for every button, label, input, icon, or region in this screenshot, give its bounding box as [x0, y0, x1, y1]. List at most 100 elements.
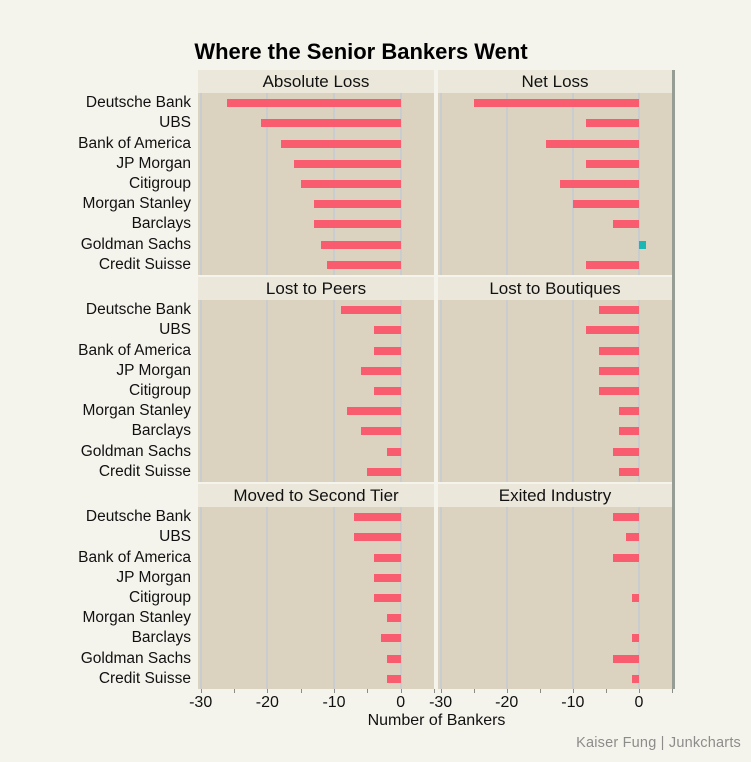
bar-row	[198, 361, 434, 381]
bar	[374, 386, 401, 395]
bar	[612, 654, 639, 663]
bank-label: JP Morgan	[116, 568, 191, 586]
bank-labels-column: Deutsche Bank UBS Bank of America JP Morgan…	[0, 300, 198, 482]
axis-tick-label: 0	[634, 694, 644, 711]
gridline	[505, 507, 508, 689]
bar-row	[438, 300, 672, 320]
bar	[599, 306, 639, 315]
bar	[314, 200, 401, 209]
gridline	[637, 507, 640, 689]
gridline	[439, 507, 442, 689]
bar-row	[438, 340, 672, 360]
bar	[374, 593, 401, 602]
axis-tick	[638, 689, 640, 693]
panel-plot	[438, 93, 672, 275]
bar-row	[198, 588, 434, 608]
bar	[387, 614, 401, 623]
bar-row	[198, 300, 434, 320]
bar-row	[438, 462, 672, 482]
bar	[586, 326, 639, 335]
bank-label: Deutsche Bank	[85, 301, 191, 319]
bar-row	[198, 381, 434, 401]
bank-label: Credit Suisse	[98, 255, 191, 273]
bank-label: Morgan Stanley	[82, 195, 191, 213]
bar	[300, 179, 401, 188]
gridline	[439, 93, 442, 275]
bar-row	[438, 608, 672, 628]
bar-row	[438, 320, 672, 340]
panel-header: Absolute Loss	[198, 70, 434, 93]
bar	[632, 593, 639, 602]
bar-row	[198, 154, 434, 174]
axis-tick-label: 0	[396, 694, 406, 711]
gridline	[266, 300, 269, 482]
bar-row	[198, 133, 434, 153]
bar	[360, 366, 401, 375]
bar	[586, 260, 639, 269]
bar-row	[438, 527, 672, 547]
panel-grid: Absolute Loss Net Loss Deutsche Bank UBS Ban…	[0, 70, 675, 689]
bank-label: Credit Suisse	[98, 462, 191, 480]
axis-tick-label: -10	[322, 694, 346, 711]
bar-row	[438, 649, 672, 669]
bar-row	[438, 588, 672, 608]
bar	[347, 407, 401, 416]
bar-row	[198, 174, 434, 194]
bank-label: Goldman Sachs	[80, 442, 191, 460]
bar-row	[198, 421, 434, 441]
bank-label: Morgan Stanley	[82, 402, 191, 420]
bar	[374, 346, 401, 355]
header-spacer	[0, 484, 198, 507]
bar-row	[198, 442, 434, 462]
bar-rows	[438, 93, 672, 275]
bar-row	[438, 507, 672, 527]
bar	[387, 447, 401, 456]
bank-label: JP Morgan	[116, 361, 191, 379]
bar	[353, 513, 401, 522]
bar	[559, 179, 639, 188]
header-spacer	[0, 277, 198, 300]
bar	[599, 366, 639, 375]
bar	[473, 99, 639, 108]
axis-tick	[572, 689, 574, 693]
bar	[260, 119, 401, 128]
bar	[327, 260, 401, 269]
bar	[340, 306, 401, 315]
axis-tick	[434, 689, 435, 693]
axis-tick	[473, 689, 475, 693]
bar	[612, 220, 639, 229]
axis-tick-label: -30	[429, 694, 453, 711]
gridline	[266, 507, 269, 689]
panel-plot	[438, 507, 672, 689]
bar-row	[438, 568, 672, 588]
bar-row	[438, 401, 672, 421]
bar	[387, 674, 401, 683]
bar-rows	[198, 507, 434, 689]
bar-rows	[198, 300, 434, 482]
x-axis: -30 -20 -10 0 -30 -20 -10 0	[0, 689, 675, 725]
credit-text: Kaiser Fung | Junkcharts	[576, 735, 741, 751]
gridline	[333, 507, 335, 689]
bar-row	[438, 421, 672, 441]
bar-row	[198, 194, 434, 214]
bar	[360, 427, 401, 436]
gridline	[399, 93, 402, 275]
bar	[367, 467, 401, 476]
chart-title: Where the Senior Bankers Went	[194, 39, 528, 64]
bar	[638, 240, 646, 249]
bar-row	[438, 133, 672, 153]
panel-body-row: Deutsche Bank UBS Bank of America JP Morgan…	[0, 300, 672, 482]
axis-tick	[605, 689, 607, 693]
bar-row	[198, 320, 434, 340]
axis-spacer	[0, 689, 198, 725]
bar-row	[438, 381, 672, 401]
bank-label: UBS	[159, 528, 191, 546]
x-axis-title: Number of Bankers	[367, 712, 506, 729]
bank-label: UBS	[159, 321, 191, 339]
bar-row	[198, 628, 434, 648]
bank-label: Bank of America	[78, 548, 191, 566]
bar	[599, 386, 639, 395]
bar	[632, 674, 639, 683]
bar-row	[438, 174, 672, 194]
panel-body-row: Deutsche Bank UBS Bank of America JP Morgan…	[0, 507, 672, 689]
